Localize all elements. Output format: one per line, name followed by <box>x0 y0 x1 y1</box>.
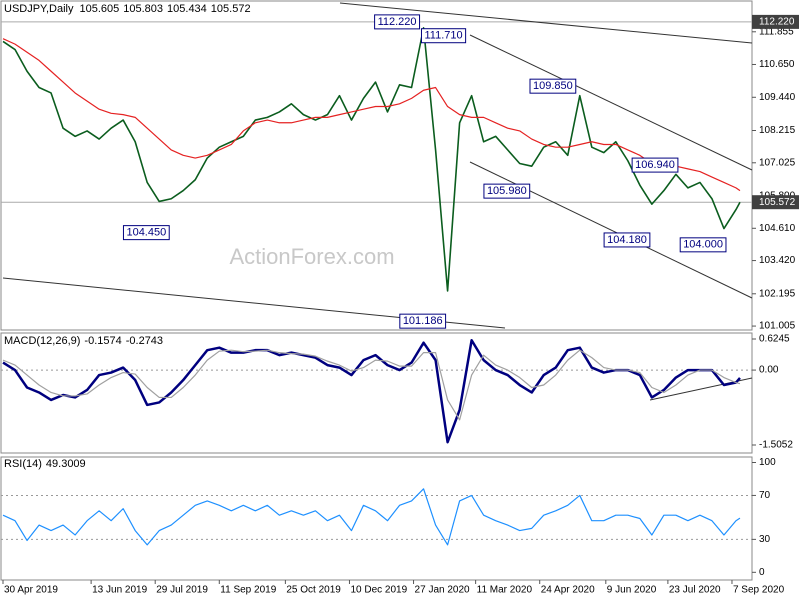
price-label-box <box>752 14 799 29</box>
y-tick-label: 102.195 <box>759 288 796 299</box>
open-value: 105.605 <box>80 3 120 15</box>
annotation-label: 104.000 <box>683 239 723 251</box>
x-tick-label: 11 Sep 2019 <box>220 585 276 596</box>
annotation-box <box>399 313 447 329</box>
annotation-box <box>122 225 170 241</box>
high-value: 105.803 <box>123 3 163 15</box>
annotation-box <box>420 28 467 44</box>
price-label: 105.572 <box>759 197 796 208</box>
trend-line <box>339 2 753 44</box>
y-tick-label: -1.5052 <box>759 440 793 451</box>
annotation-box <box>374 14 421 30</box>
y-tick-label: 108.215 <box>759 125 796 136</box>
y-tick-label: 0.00 <box>759 365 779 376</box>
x-tick-label: 30 Apr 2019 <box>4 585 58 596</box>
x-tick-label: 23 Jul 2020 <box>669 585 721 596</box>
macd-header: MACD(12,26,9) -0.1574 -0.2743 <box>4 335 163 347</box>
y-tick-label: 104.610 <box>759 223 796 234</box>
x-tick-label: 29 Jul 2019 <box>156 585 208 596</box>
annotation-box <box>631 157 679 173</box>
y-tick-label: 0.6245 <box>759 334 790 345</box>
panel-frame <box>0 456 753 581</box>
annotation-label: 104.180 <box>607 234 647 246</box>
price-label-box <box>752 195 799 210</box>
y-tick-label: 107.025 <box>759 157 796 168</box>
low-value: 105.434 <box>167 3 207 15</box>
x-tick-label: 11 Mar 2020 <box>477 585 533 596</box>
y-tick-label: 109.440 <box>759 92 796 103</box>
series-line <box>2 27 741 292</box>
annotation-label: 109.850 <box>533 80 573 92</box>
annotation-box <box>483 183 531 199</box>
x-tick-label: 9 Jun 2020 <box>607 585 657 596</box>
rsi-value: 49.3009 <box>46 458 86 470</box>
y-tick-label: 101.005 <box>759 321 796 332</box>
panel-frame <box>0 0 753 331</box>
price-label: 112.220 <box>759 17 795 28</box>
y-tick-label: 30 <box>759 534 771 545</box>
x-tick-label: 25 Oct 2019 <box>286 585 341 596</box>
annotation-label: 111.710 <box>424 30 462 42</box>
y-tick-label: 0 <box>759 567 765 578</box>
annotation-box <box>679 237 727 253</box>
y-tick-label: 110.650 <box>759 59 795 70</box>
x-tick-label: 7 Sep 2020 <box>733 585 785 596</box>
y-tick-label: 70 <box>759 490 771 501</box>
macd-value: -0.1574 <box>84 335 121 347</box>
macd-label: MACD(12,26,9) <box>4 335 80 347</box>
annotation-label: 106.940 <box>635 159 675 171</box>
annotation-label: 112.220 <box>378 16 417 28</box>
series-line <box>2 38 741 192</box>
close-value: 105.572 <box>211 3 251 15</box>
y-tick-label: 103.420 <box>759 255 796 266</box>
annotation-label: 104.450 <box>126 227 166 239</box>
y-tick-label: 111.855 <box>759 26 794 37</box>
y-tick-label: 100 <box>759 457 776 468</box>
series-line <box>2 349 741 421</box>
watermark: ActionForex.com <box>229 244 394 269</box>
annotation-label: 105.980 <box>487 185 527 197</box>
annotation-label: 101.186 <box>403 315 443 327</box>
x-tick-label: 13 Jun 2019 <box>92 585 147 596</box>
signal-value: -0.2743 <box>126 335 163 347</box>
x-tick-label: 24 Apr 2020 <box>541 585 595 596</box>
trend-line <box>469 34 753 171</box>
annotation-box <box>603 232 651 248</box>
series-line <box>2 488 741 546</box>
annotation-box <box>529 78 577 94</box>
symbol-title: USDJPY,Daily <box>4 3 74 15</box>
header: USDJPY,Daily 105.605 105.803 105.434 105.572 <box>4 3 251 15</box>
panel-frame <box>0 332 753 454</box>
rsi-label: RSI(14) <box>4 458 42 470</box>
x-tick-label: 10 Dec 2019 <box>350 585 407 596</box>
x-tick-label: 27 Jan 2020 <box>415 585 470 596</box>
rsi-header: RSI(14) 49.3009 <box>4 458 86 470</box>
